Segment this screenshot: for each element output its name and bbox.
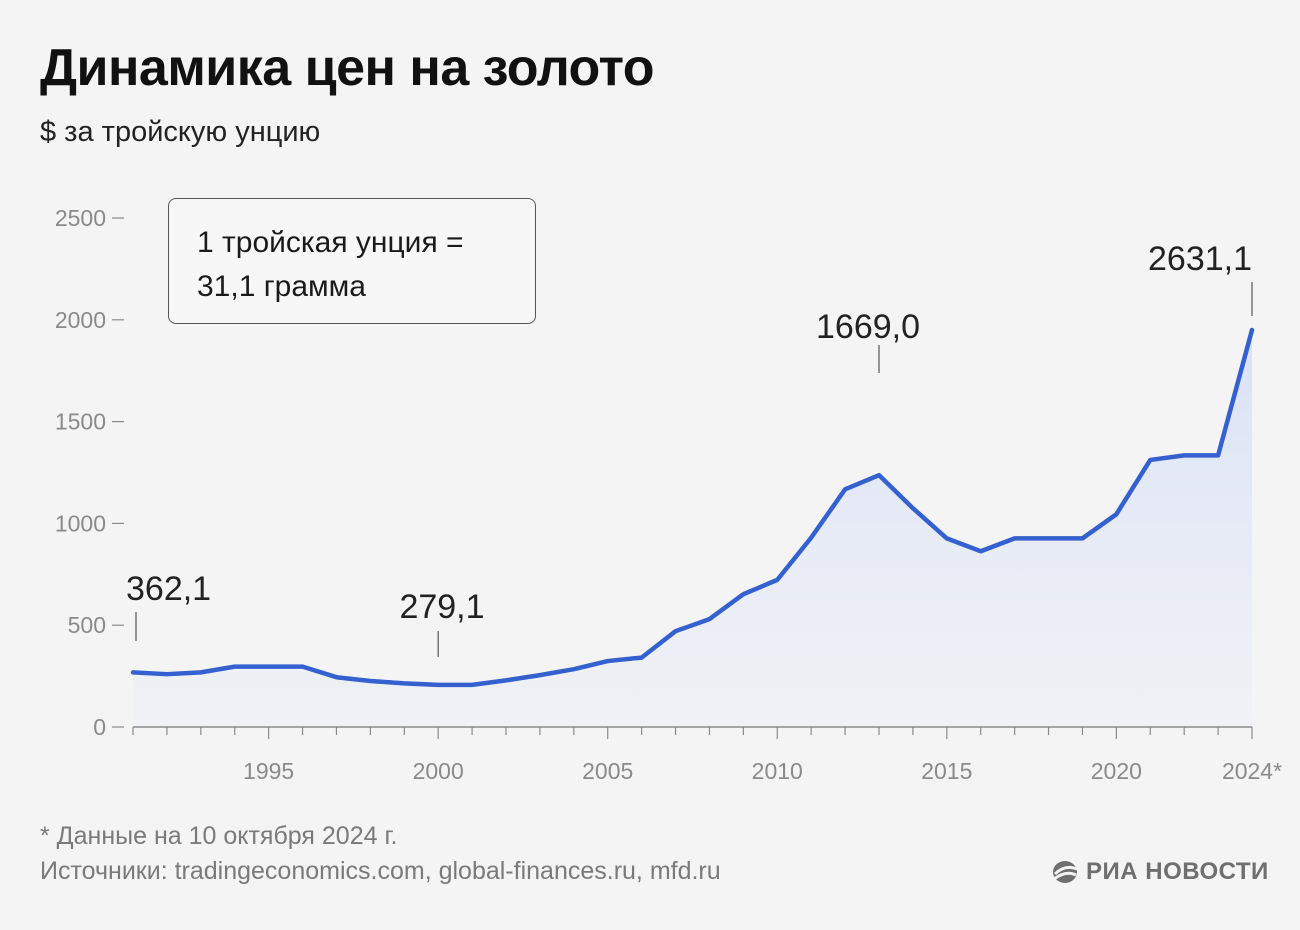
x-tick-label: 2015	[921, 758, 972, 784]
logo-text: РИА НОВОСТИ	[1086, 858, 1269, 885]
x-tick-label: 2010	[752, 758, 803, 784]
y-tick-label: 1000	[55, 510, 106, 536]
footnote: * Данные на 10 октября 2024 г.	[40, 822, 398, 850]
annotation-label: 1669,0	[816, 308, 920, 346]
x-tick-label: 1995	[243, 758, 294, 784]
chart-title: Динамика цен на золото	[40, 39, 655, 97]
annotation-label: 2631,1	[1148, 240, 1252, 278]
y-tick-label: 2500	[55, 205, 106, 231]
x-tick-label: 2005	[582, 758, 633, 784]
y-tick-label: 500	[68, 612, 106, 638]
x-tick-label: 2000	[413, 758, 464, 784]
info-note-box: 1 тройская унция = 31,1 грамма	[168, 198, 536, 324]
chart-subtitle: $ за тройскую унцию	[40, 116, 321, 148]
area-fill	[133, 330, 1252, 727]
sources: Источники: tradingeconomics.com, global-…	[40, 857, 721, 885]
price-line	[130, 327, 1255, 688]
annotation-label: 362,1	[126, 570, 211, 608]
note-line-1: 1 тройская унция =	[197, 226, 464, 259]
x-tick-label: 2020	[1091, 758, 1142, 784]
y-tick-label: 2000	[55, 307, 106, 333]
ria-novosti-logo: РИА НОВОСТИ	[1050, 858, 1269, 886]
x-tick-label: 2024*	[1222, 758, 1282, 784]
annotation-label: 279,1	[399, 588, 484, 626]
y-tick-label: 1500	[55, 409, 106, 435]
ria-logo-icon	[1053, 861, 1078, 883]
y-tick-label: 0	[93, 714, 106, 740]
note-line-2: 31,1 грамма	[197, 270, 366, 303]
